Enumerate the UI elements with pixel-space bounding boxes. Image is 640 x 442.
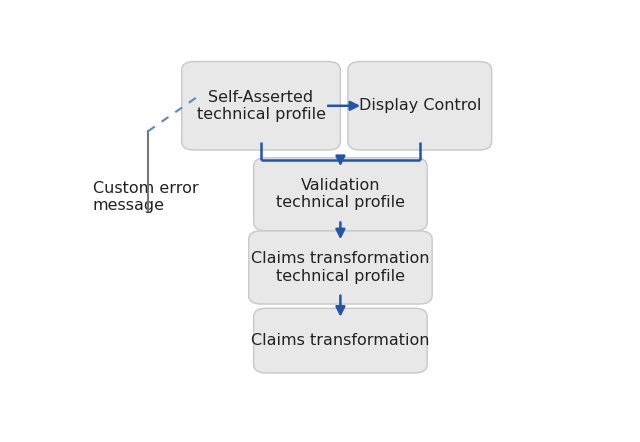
Text: Custom error
message: Custom error message bbox=[93, 181, 198, 213]
Text: Self-Asserted
technical profile: Self-Asserted technical profile bbox=[196, 90, 326, 122]
FancyArrowPatch shape bbox=[337, 222, 344, 236]
FancyArrowPatch shape bbox=[328, 102, 358, 110]
Text: Claims transformation: Claims transformation bbox=[251, 333, 429, 348]
FancyBboxPatch shape bbox=[348, 61, 492, 150]
FancyArrowPatch shape bbox=[337, 156, 344, 164]
Text: Validation
technical profile: Validation technical profile bbox=[276, 178, 405, 210]
Text: Claims transformation
technical profile: Claims transformation technical profile bbox=[251, 251, 429, 284]
Text: Display Control: Display Control bbox=[358, 98, 481, 113]
FancyBboxPatch shape bbox=[253, 309, 428, 373]
FancyBboxPatch shape bbox=[248, 231, 432, 304]
FancyBboxPatch shape bbox=[253, 158, 428, 231]
FancyBboxPatch shape bbox=[182, 61, 340, 150]
FancyArrowPatch shape bbox=[337, 296, 344, 314]
